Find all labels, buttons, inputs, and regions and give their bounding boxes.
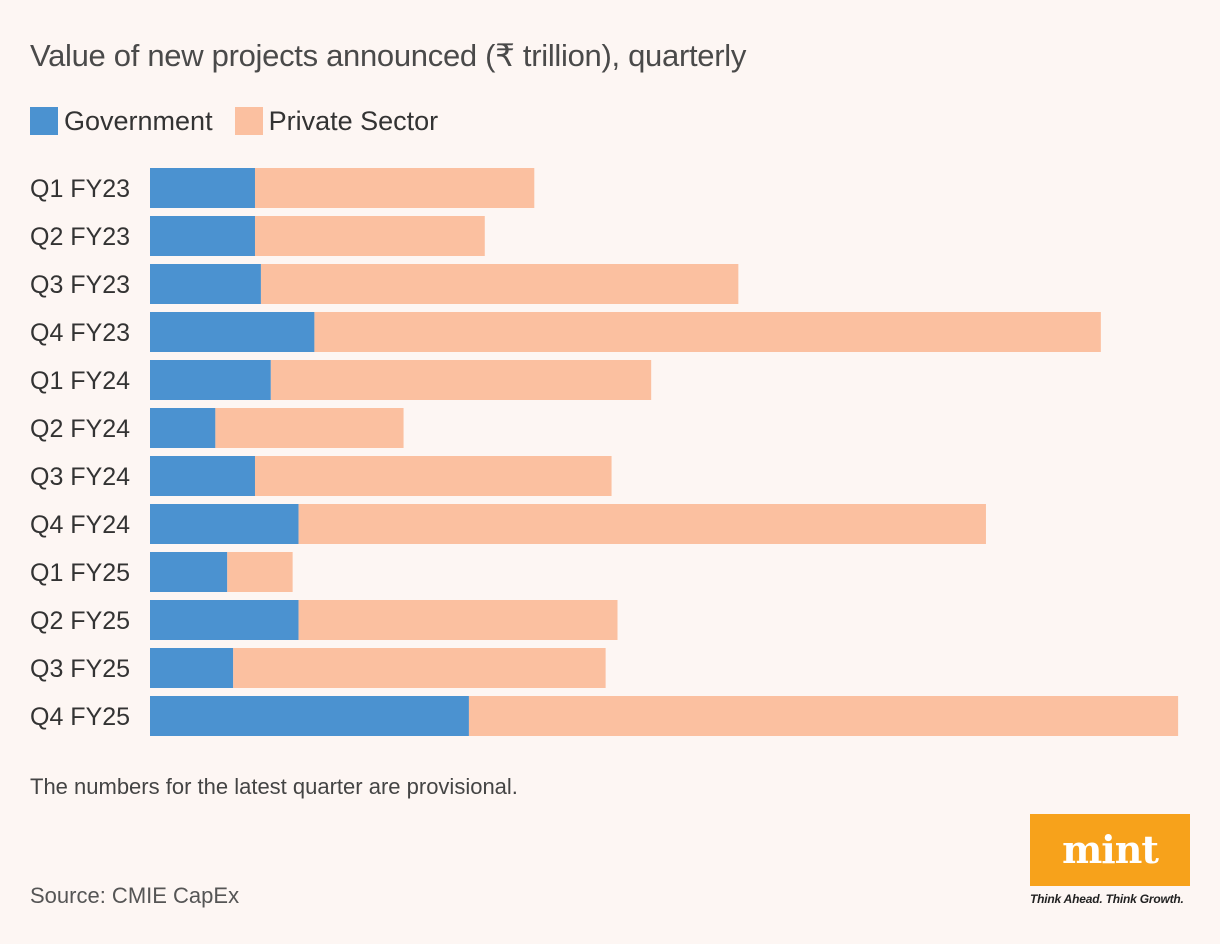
legend-item-government: Government: [30, 106, 213, 137]
bar-chart: Q1 FY23 Q2 FY23 Q3 FY23 Q4 FY23 Q1 FY24 Q2 FY…: [30, 168, 1179, 736]
category-label-q2-fy23: Q2 FY23: [30, 223, 130, 251]
bar-private-sector-q3-fy23: [260, 264, 739, 304]
bar-government-q1-fy25: [150, 552, 228, 592]
legend-label-government: Government: [64, 105, 213, 136]
category-label-q2-fy25: Q2 FY25: [30, 607, 130, 635]
legend-swatch-private-sector: [234, 107, 263, 135]
bar-private-sector-q2-fy23: [254, 216, 485, 256]
category-label-q4-fy25: Q4 FY25: [30, 703, 130, 731]
bar-government-q2-fy25: [150, 600, 299, 640]
bar-government-q1-fy23: [150, 168, 255, 208]
bar-private-sector-q3-fy24: [254, 456, 612, 496]
bar-government-q4-fy25: [150, 696, 469, 736]
bar-government-q3-fy24: [150, 456, 255, 496]
bar-private-sector-q3-fy25: [233, 648, 606, 688]
bar-private-sector-q2-fy24: [215, 408, 404, 448]
category-label-q3-fy23: Q3 FY23: [30, 271, 130, 299]
bar-private-sector-q1-fy24: [270, 360, 652, 400]
category-label-q3-fy25: Q3 FY25: [30, 655, 130, 683]
logo-tagline: Think Ahead. Think Growth.: [1030, 892, 1184, 906]
category-label-q3-fy24: Q3 FY24: [30, 463, 130, 491]
mint-logo: mint Think Ahead. Think Growth.: [1030, 814, 1190, 906]
bar-government-q3-fy23: [150, 264, 261, 304]
category-label-q1-fy25: Q1 FY25: [30, 559, 130, 587]
bar-private-sector-q1-fy23: [254, 168, 535, 208]
category-label-q2-fy24: Q2 FY24: [30, 415, 130, 443]
legend-label-private-sector: Private Sector: [268, 105, 439, 136]
legend-item-private-sector: Private Sector: [234, 105, 439, 137]
legend-swatch-government: [30, 107, 58, 135]
bar-government-q4-fy24: [150, 504, 299, 544]
footnote: The numbers for the latest quarter are p…: [30, 774, 518, 799]
bar-government-q1-fy24: [150, 360, 271, 400]
bar-private-sector-q2-fy25: [298, 600, 618, 640]
bar-private-sector-q4-fy25: [468, 696, 1179, 736]
chart-title: Value of new projects announced (₹ trill…: [30, 38, 747, 73]
bar-government-q4-fy23: [150, 312, 315, 352]
legend: Government Private Sector: [30, 104, 460, 138]
category-label-q4-fy24: Q4 FY24: [30, 511, 130, 539]
source-line: Source: CMIE CapEx: [30, 883, 240, 908]
bar-government-q2-fy24: [150, 408, 216, 448]
bar-private-sector-q4-fy24: [298, 504, 986, 544]
bar-government-q3-fy25: [150, 648, 234, 688]
bar-private-sector-q1-fy25: [227, 552, 293, 592]
bar-government-q2-fy23: [150, 216, 255, 256]
logo-box: mint: [1030, 814, 1190, 886]
category-label-q4-fy23: Q4 FY23: [30, 319, 130, 347]
category-label-q1-fy23: Q1 FY23: [30, 175, 130, 203]
bar-private-sector-q4-fy23: [314, 312, 1101, 352]
category-label-q1-fy24: Q1 FY24: [30, 367, 130, 395]
logo-wordmark: mint: [1062, 827, 1159, 872]
